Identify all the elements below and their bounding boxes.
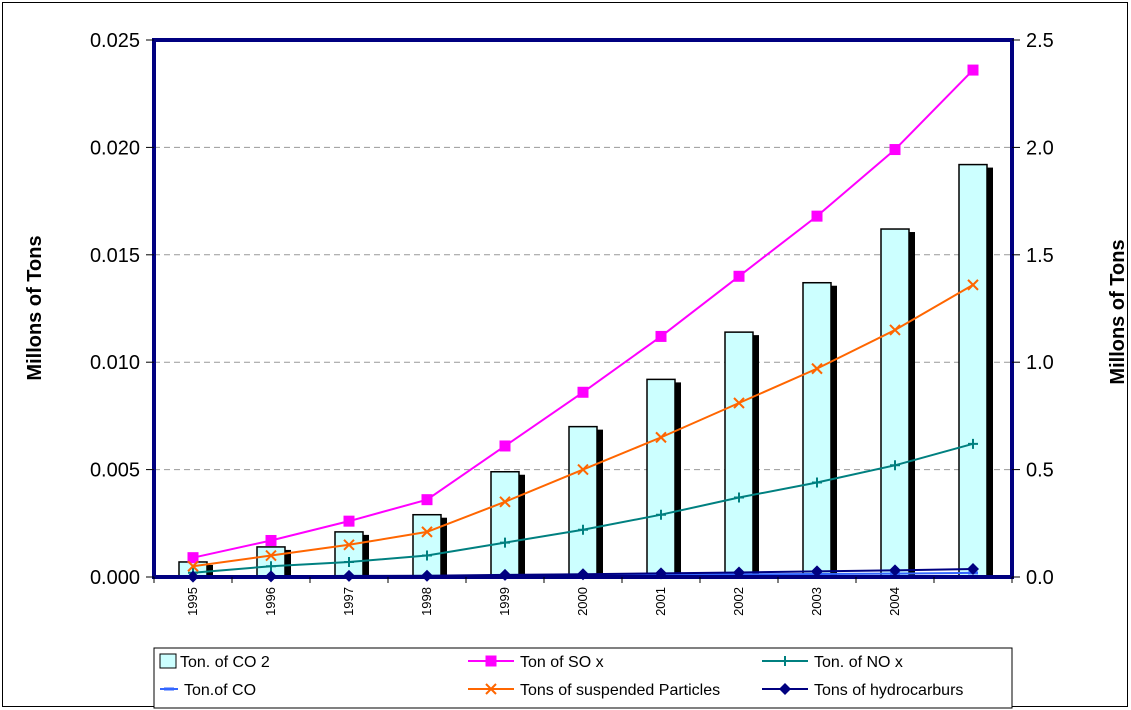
y-axis-left: 0.000 0.005 0.010 0.015 0.020 0.025 — [90, 30, 154, 589]
series-point-1 — [344, 556, 354, 567]
y-axis-label-right: Millons of Tons — [1107, 239, 1129, 384]
y-tick-right-label: 1.5 — [1026, 245, 1054, 267]
series-point-0 — [967, 64, 979, 76]
series-point-1 — [890, 460, 900, 471]
bar-co2 — [724, 331, 754, 578]
series-point-4 — [967, 563, 979, 576]
series-point-3 — [577, 463, 589, 476]
series-point-1 — [266, 561, 276, 572]
y-tick-left-label: 0.010 — [90, 352, 140, 374]
legend-swatch-marker — [779, 683, 791, 695]
x-tick-label: 2002 — [731, 587, 746, 616]
series-point-0 — [733, 270, 745, 282]
series-point-3 — [811, 362, 823, 375]
y-tick-left-label: 0.020 — [90, 137, 140, 159]
series-point-0 — [265, 534, 277, 546]
series-point-1 — [422, 550, 432, 561]
series-point-3 — [421, 526, 433, 538]
series-point-0 — [889, 144, 901, 156]
series-point-1 — [968, 438, 978, 449]
legend-swatch-marker — [780, 656, 790, 666]
legend-swatch-bar — [159, 653, 177, 669]
bar-co2 — [490, 470, 520, 578]
series-point-3 — [343, 539, 355, 551]
bar-co2 — [646, 378, 676, 578]
series-point-3 — [265, 549, 277, 562]
x-tick-label: 2000 — [575, 587, 590, 616]
bar-co2 — [802, 281, 832, 578]
bar-co2 — [880, 228, 910, 578]
series-point-3 — [967, 279, 979, 291]
series-point-1 — [734, 492, 744, 503]
legend-label: Tons of hydrocarburs — [814, 682, 963, 699]
x-tick-label: 1998 — [419, 587, 434, 616]
series-point-3 — [889, 324, 901, 336]
y-tick-left-label: 0.000 — [90, 567, 140, 589]
plot-border — [152, 38, 1014, 579]
bar-co2 — [568, 425, 598, 578]
y-tick-right-label: 2.5 — [1026, 30, 1054, 52]
y-tick-right-label: 2.0 — [1026, 137, 1054, 159]
x-tick-label: 1997 — [341, 587, 356, 616]
legend-label: Ton.of CO — [184, 682, 256, 699]
x-tick-label: 2004 — [887, 587, 902, 616]
series-point-4 — [889, 564, 901, 577]
series-point-3 — [655, 431, 667, 444]
x-tick-label: 1995 — [185, 587, 200, 616]
legend-label: Ton. of CO 2 — [180, 654, 270, 671]
y-tick-left-label: 0.005 — [90, 460, 140, 482]
legend-swatch-marker — [485, 683, 497, 695]
legend-swatch-marker — [485, 655, 497, 667]
x-axis: 1995 1996 1997 1998 1999 2000 2001 2002 2003 2004 — [153, 577, 1013, 616]
series-point-1 — [812, 477, 822, 488]
y-tick-left-label: 0.025 — [90, 30, 140, 52]
y-tick-right-label: 1.0 — [1026, 352, 1054, 374]
bar-co2 — [334, 531, 364, 578]
y-tick-right-label: 0.5 — [1026, 460, 1054, 482]
y-tick-left-label: 0.015 — [90, 245, 140, 267]
legend-label: Ton. of NO x — [814, 654, 903, 671]
series-point-0 — [811, 210, 823, 222]
x-tick-label: 1996 — [263, 587, 278, 616]
x-tick-label: 2003 — [809, 587, 824, 616]
series-point-1 — [500, 537, 510, 548]
series-point-0 — [187, 552, 199, 564]
series-point-3 — [187, 560, 199, 572]
legend-label: Tons of suspended Particles — [520, 682, 720, 699]
series-point-0 — [655, 330, 667, 342]
series-point-3 — [733, 397, 745, 409]
series-point-3 — [499, 496, 511, 508]
series-point-4 — [811, 565, 823, 578]
series-point-1 — [578, 524, 588, 535]
series-point-0 — [499, 440, 511, 452]
x-tick-label: 1999 — [497, 587, 512, 616]
series-point-0 — [421, 494, 433, 506]
gridlines — [154, 146, 1012, 471]
y-tick-right-label: 0.0 — [1026, 567, 1054, 589]
bar-co2 — [412, 513, 442, 578]
x-tick-label: 2001 — [653, 587, 668, 616]
y-axis-right: 0.0 0.5 1.0 1.5 2.0 2.5 — [1012, 30, 1054, 589]
legend-label: Ton of SO x — [520, 654, 604, 671]
bar-co2 — [958, 163, 988, 578]
y-axis-label-left: Millons of Tons — [24, 235, 46, 380]
legend: Ton. of CO 2 Ton of SO x Ton. of NO x Ton.o… — [153, 647, 1013, 709]
series-point-0 — [577, 386, 589, 398]
series-point-0 — [343, 515, 355, 527]
series-point-1 — [656, 509, 666, 520]
legend-box — [153, 647, 1013, 709]
